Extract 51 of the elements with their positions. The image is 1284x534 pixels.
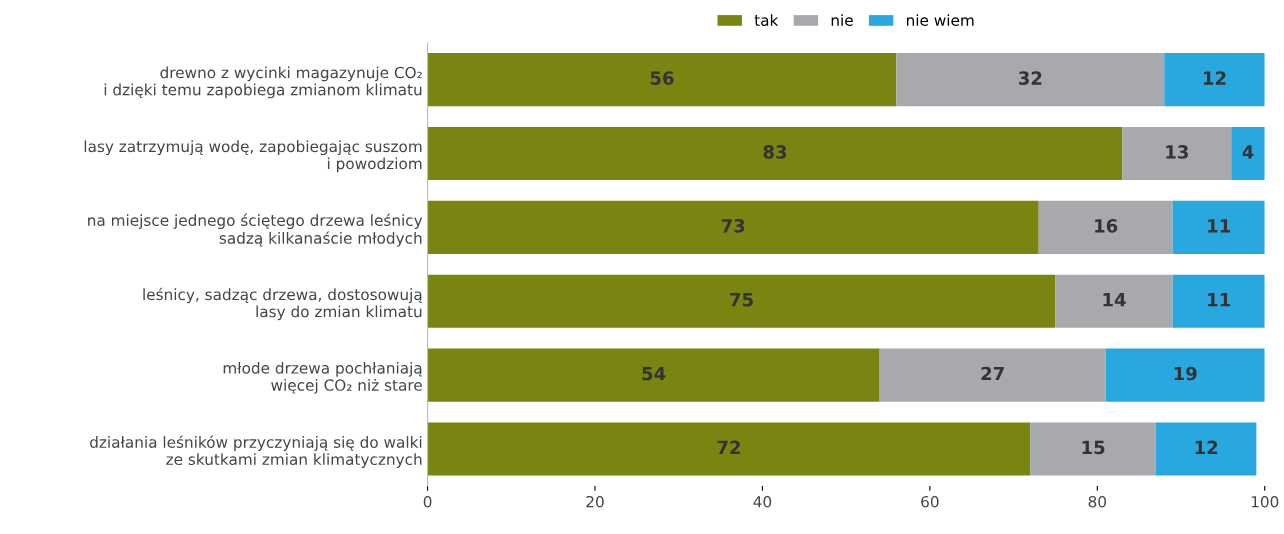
data-label: 11 bbox=[1208, 293, 1231, 307]
x-tick-label: 80 bbox=[1088, 495, 1107, 508]
data-label: 14 bbox=[1103, 293, 1126, 307]
bar bbox=[427, 200, 1039, 254]
bar bbox=[427, 274, 1056, 328]
bar bbox=[1172, 274, 1265, 328]
x-tick-label: 20 bbox=[586, 495, 604, 508]
data-label: 56 bbox=[650, 71, 674, 85]
bar bbox=[896, 53, 1165, 107]
x-tick-label: 100 bbox=[1251, 495, 1279, 508]
data-label: 12 bbox=[1195, 440, 1218, 454]
data-label: 73 bbox=[721, 218, 745, 233]
bar bbox=[879, 348, 1106, 402]
data-label: 11 bbox=[1208, 219, 1231, 233]
bar bbox=[1231, 126, 1265, 181]
legend-label: nie wiem bbox=[906, 14, 974, 27]
data-label: 12 bbox=[1203, 71, 1226, 85]
data-label: 13 bbox=[1166, 145, 1188, 159]
data-label: 4 bbox=[1242, 145, 1254, 159]
bar bbox=[427, 348, 880, 402]
bar bbox=[1038, 200, 1173, 254]
x-tick-label: 40 bbox=[753, 495, 772, 508]
bar bbox=[1155, 422, 1257, 476]
data-label: 16 bbox=[1095, 218, 1118, 233]
data-label: 72 bbox=[717, 440, 740, 454]
bar bbox=[427, 53, 897, 107]
legend-label: nie bbox=[831, 14, 853, 27]
bar bbox=[427, 422, 1031, 476]
bar bbox=[1164, 53, 1265, 107]
y-tick-label: lasy zatrzymują wodę, zapobiegając suszom i powodziom bbox=[84, 140, 422, 173]
data-label: 75 bbox=[730, 293, 753, 307]
y-tick-label: działania leśników przyczyniają się do walki ze skutkami zmian klimatycznych bbox=[90, 435, 422, 469]
y-tick-label: młode drzewa pochłaniają więcej CO₂ niż stare bbox=[223, 361, 422, 394]
bar bbox=[1172, 200, 1265, 254]
data-label: 54 bbox=[642, 366, 666, 381]
x-tick-label: 0 bbox=[423, 495, 432, 508]
bar bbox=[1030, 422, 1156, 476]
legend-label: tak bbox=[754, 14, 779, 27]
y-tick-label: na miejsce jednego ściętego drzewa leśnicy sadzą kilkanaście młodych bbox=[88, 213, 423, 247]
data-label: 32 bbox=[1018, 71, 1042, 85]
data-label: 19 bbox=[1174, 366, 1197, 381]
y-tick-label: leśnicy, sadząc drzewa, dostosowują lasy do zmian klimatu bbox=[143, 287, 422, 321]
bar bbox=[1105, 348, 1265, 402]
bar bbox=[1122, 126, 1232, 181]
y-tick-label: drewno z wycinki magazynuje CO₂ i dzięki temu zapobiega zmianom klimatu bbox=[104, 66, 422, 99]
bar bbox=[1055, 274, 1173, 328]
bar bbox=[427, 126, 1123, 181]
data-label: 27 bbox=[981, 366, 1004, 381]
data-label: 83 bbox=[763, 145, 787, 159]
x-tick-label: 60 bbox=[921, 495, 939, 508]
data-label: 15 bbox=[1082, 440, 1105, 455]
